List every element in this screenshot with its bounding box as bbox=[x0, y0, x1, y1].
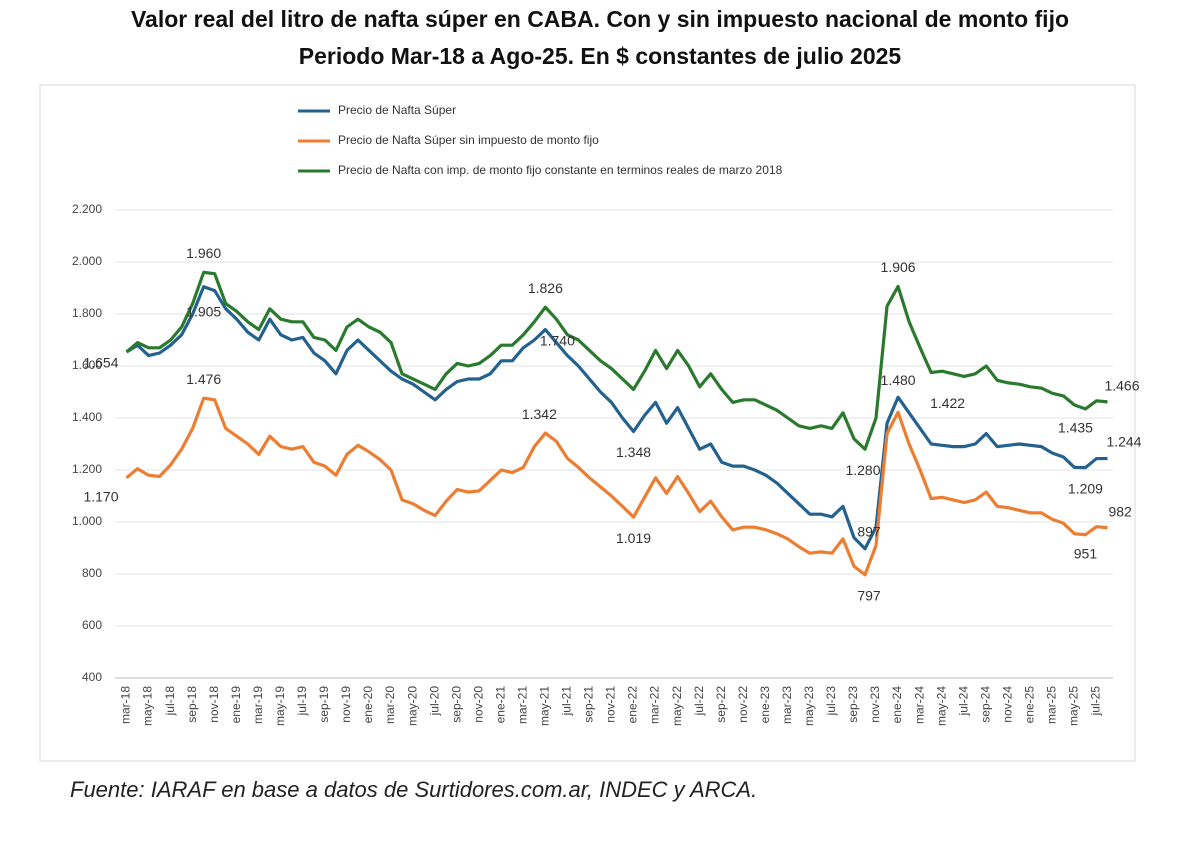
data-label: 1.480 bbox=[881, 372, 916, 388]
y-tick-label: 1.400 bbox=[72, 410, 102, 424]
x-tick-label: jul-18 bbox=[163, 686, 177, 717]
data-label: 1.740 bbox=[540, 332, 575, 348]
x-tick-label: ene-22 bbox=[626, 686, 640, 724]
x-tick-label: jul-21 bbox=[560, 686, 574, 717]
x-tick-label: nov-19 bbox=[339, 686, 353, 723]
x-tick-label: may-18 bbox=[141, 686, 155, 726]
x-tick-label: ene-25 bbox=[1023, 686, 1037, 724]
y-tick-label: 1.800 bbox=[72, 306, 102, 320]
x-tick-label: nov-18 bbox=[207, 686, 221, 723]
chart-subtitle: Periodo Mar-18 a Ago-25. En $ constantes… bbox=[299, 43, 902, 69]
y-tick-label: 600 bbox=[82, 618, 102, 632]
x-tick-label: may-19 bbox=[273, 686, 287, 726]
x-tick-label: mar-20 bbox=[383, 686, 397, 724]
x-tick-label: ene-21 bbox=[493, 686, 507, 724]
x-tick-label: ene-19 bbox=[229, 686, 243, 724]
x-tick-label: sep-19 bbox=[317, 686, 331, 723]
y-tick-label: 1.000 bbox=[72, 514, 102, 528]
y-tick-label: 2.200 bbox=[72, 202, 102, 216]
x-tick-label: mar-19 bbox=[251, 686, 265, 724]
data-label: 1.906 bbox=[881, 259, 916, 275]
x-tick-label: mar-23 bbox=[780, 686, 794, 724]
data-label: 1.466 bbox=[1104, 378, 1139, 394]
x-tick-label: sep-21 bbox=[582, 686, 596, 723]
x-tick-label: may-21 bbox=[538, 686, 552, 726]
x-tick-label: mar-25 bbox=[1045, 686, 1059, 724]
x-tick-label: mar-24 bbox=[912, 686, 926, 724]
x-tick-label: may-20 bbox=[405, 686, 419, 726]
series-line bbox=[125, 396, 1108, 577]
x-tick-label: sep-24 bbox=[978, 686, 992, 723]
x-tick-label: mar-22 bbox=[648, 686, 662, 724]
data-label: 897 bbox=[857, 523, 881, 539]
data-label: 982 bbox=[1108, 503, 1132, 519]
y-tick-label: 1.600 bbox=[72, 358, 102, 372]
legend-label: Precio de Nafta con imp. de monto fijo c… bbox=[338, 163, 783, 177]
x-tick-label: nov-22 bbox=[736, 686, 750, 723]
x-tick-label: may-25 bbox=[1067, 686, 1081, 726]
data-label: 1.654 bbox=[83, 355, 118, 371]
data-label: 1.170 bbox=[83, 489, 118, 505]
x-tick-label: sep-20 bbox=[449, 686, 463, 723]
x-tick-label: nov-21 bbox=[604, 686, 618, 723]
data-label: 1.826 bbox=[528, 280, 563, 296]
series-line bbox=[125, 285, 1108, 551]
y-tick-label: 800 bbox=[82, 566, 102, 580]
data-label: 1.476 bbox=[186, 371, 221, 387]
y-tick-label: 2.000 bbox=[72, 254, 102, 268]
x-tick-label: may-22 bbox=[670, 686, 684, 726]
source-note: Fuente: IARAF en base a datos de Surtido… bbox=[70, 777, 757, 802]
x-tick-label: nov-24 bbox=[1000, 686, 1014, 723]
x-tick-label: ene-23 bbox=[758, 686, 772, 724]
x-tick-label: jul-19 bbox=[295, 686, 309, 717]
data-label: 1.960 bbox=[186, 245, 221, 261]
data-label: 1.209 bbox=[1068, 480, 1103, 496]
y-tick-label: 400 bbox=[82, 670, 102, 684]
x-tick-label: jul-24 bbox=[956, 686, 970, 717]
data-label: 1.348 bbox=[616, 444, 651, 460]
x-tick-label: ene-20 bbox=[361, 686, 375, 724]
series-line bbox=[125, 270, 1108, 451]
x-tick-label: jul-25 bbox=[1089, 686, 1103, 717]
x-tick-label: sep-18 bbox=[185, 686, 199, 723]
data-label: 1.280 bbox=[845, 462, 880, 478]
x-tick-label: sep-22 bbox=[714, 686, 728, 723]
x-tick-label: nov-23 bbox=[868, 686, 882, 723]
legend-label: Precio de Nafta Súper sin impuesto de mo… bbox=[338, 133, 599, 147]
x-tick-label: sep-23 bbox=[846, 686, 860, 723]
x-tick-label: may-23 bbox=[802, 686, 816, 726]
chart-title: Valor real del litro de nafta súper en C… bbox=[131, 6, 1069, 32]
data-label: 1.244 bbox=[1106, 433, 1141, 449]
data-label: 1.435 bbox=[1058, 420, 1093, 436]
legend-label: Precio de Nafta Súper bbox=[338, 103, 456, 117]
x-tick-label: jul-22 bbox=[692, 686, 706, 717]
data-label: 1.905 bbox=[186, 303, 221, 319]
y-tick-label: 1.200 bbox=[72, 462, 102, 476]
x-tick-label: jul-23 bbox=[824, 686, 838, 717]
x-tick-label: may-24 bbox=[934, 686, 948, 726]
chart-frame bbox=[39, 84, 1136, 762]
data-label: 951 bbox=[1074, 545, 1098, 561]
x-tick-label: nov-20 bbox=[471, 686, 485, 723]
data-label: 1.422 bbox=[930, 395, 965, 411]
x-tick-label: mar-21 bbox=[515, 686, 529, 724]
data-label: 1.342 bbox=[522, 406, 557, 422]
x-tick-label: jul-20 bbox=[427, 686, 441, 717]
x-tick-label: mar-18 bbox=[119, 686, 133, 724]
data-label: 797 bbox=[857, 587, 881, 603]
data-label: 1.019 bbox=[616, 530, 651, 546]
x-tick-label: ene-24 bbox=[890, 686, 904, 724]
